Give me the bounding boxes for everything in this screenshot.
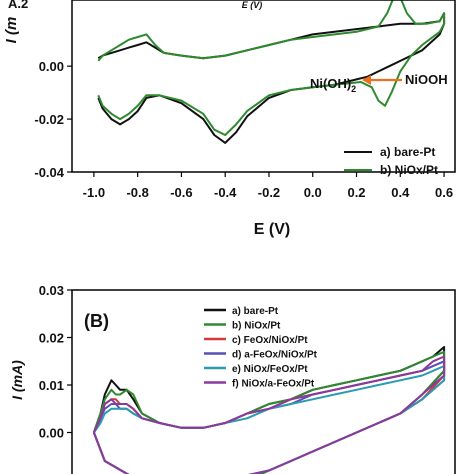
panel-b-y-axis-label: I (mA) (9, 360, 25, 400)
series-line-b-5 (92, 355, 446, 474)
legend-b-label: a) bare-Pt (232, 306, 279, 317)
series-line-a-0 (97, 12, 446, 144)
legend-b-label: c) FeOx/NiOx/Pt (232, 335, 308, 346)
panel-a-annotation: Ni(OH)2 NiOOH (310, 72, 448, 94)
panel-a-top-left-fragment: A.2 (8, 0, 28, 11)
y-tick-label: 0.02 (39, 331, 64, 346)
annotation-niohh2-subscript: 2 (351, 84, 356, 94)
x-tick-label: -0.6 (170, 185, 192, 200)
series-line-a-1 (97, 0, 446, 136)
y-tick-label: 0.03 (39, 283, 64, 298)
panel-b-series (92, 346, 446, 474)
y-tick-label: 0.00 (39, 426, 64, 441)
panel-a-x-ticks: -1.0 -0.8 -0.6 -0.4 -0.2 0.0 0.2 0.4 0.6 (83, 172, 453, 200)
panel-a: A.2 E (V) -1.0 -0.8 -0.6 -0.4 -0.2 0.0 0.2 0.4 0… (3, 0, 456, 238)
legend-a-label-1: b) NiOx/Pt (380, 163, 438, 177)
legend-b-label: f) NiOx/a-FeOx/Pt (232, 379, 315, 390)
legend-b-label: b) NiOx/Pt (232, 321, 281, 332)
y-tick-label: 0.00 (39, 59, 64, 74)
panel-a-series (97, 0, 446, 144)
panel-a-y-ticks: 0.00 -0.02 -0.04 (34, 59, 72, 180)
x-tick-label: 0.4 (391, 185, 410, 200)
y-tick-label: -0.04 (34, 165, 64, 180)
panel-a-x-axis-label: E (V) (254, 221, 290, 238)
panel-a-frame (71, 0, 456, 173)
x-tick-label: -0.8 (126, 185, 148, 200)
y-tick-label: -0.02 (34, 112, 64, 127)
x-tick-label: 0.6 (435, 185, 453, 200)
annotation-niooh: NiOOH (405, 72, 448, 87)
legend-b-label: e) NiOx/FeOx/Pt (232, 364, 308, 375)
panel-a-y-axis-label: I (m (3, 17, 20, 44)
annotation-niohh2-text: Ni(OH) (310, 76, 351, 91)
x-tick-label: 0.2 (347, 185, 365, 200)
legend-b-label: d) a-FeOx/NiOx/Pt (232, 350, 318, 361)
panel-b: 0.03 0.02 0.01 0.00 I (mA) (B) a) bare-Pt b)… (9, 283, 456, 474)
panel-a-inset-label: E (V) (242, 0, 263, 10)
panel-b-y-ticks: 0.03 0.02 0.01 0.00 (39, 283, 72, 441)
annotation-niohh2: Ni(OH)2 (310, 76, 356, 94)
x-tick-label: -0.4 (214, 185, 237, 200)
panel-a-legend: a) bare-Pt b) NiOx/Pt (344, 145, 438, 177)
panel-b-label: (B) (84, 311, 109, 331)
x-tick-label: -0.2 (258, 185, 280, 200)
annotation-arrowhead-icon (362, 75, 371, 85)
y-tick-label: 0.01 (39, 378, 64, 393)
x-tick-label: 0.0 (304, 185, 322, 200)
x-tick-label: -1.0 (83, 185, 105, 200)
panel-b-legend: a) bare-Pt b) NiOx/Pt c) FeOx/NiOx/Pt d) a-… (204, 306, 318, 390)
legend-a-label-0: a) bare-Pt (380, 145, 435, 159)
